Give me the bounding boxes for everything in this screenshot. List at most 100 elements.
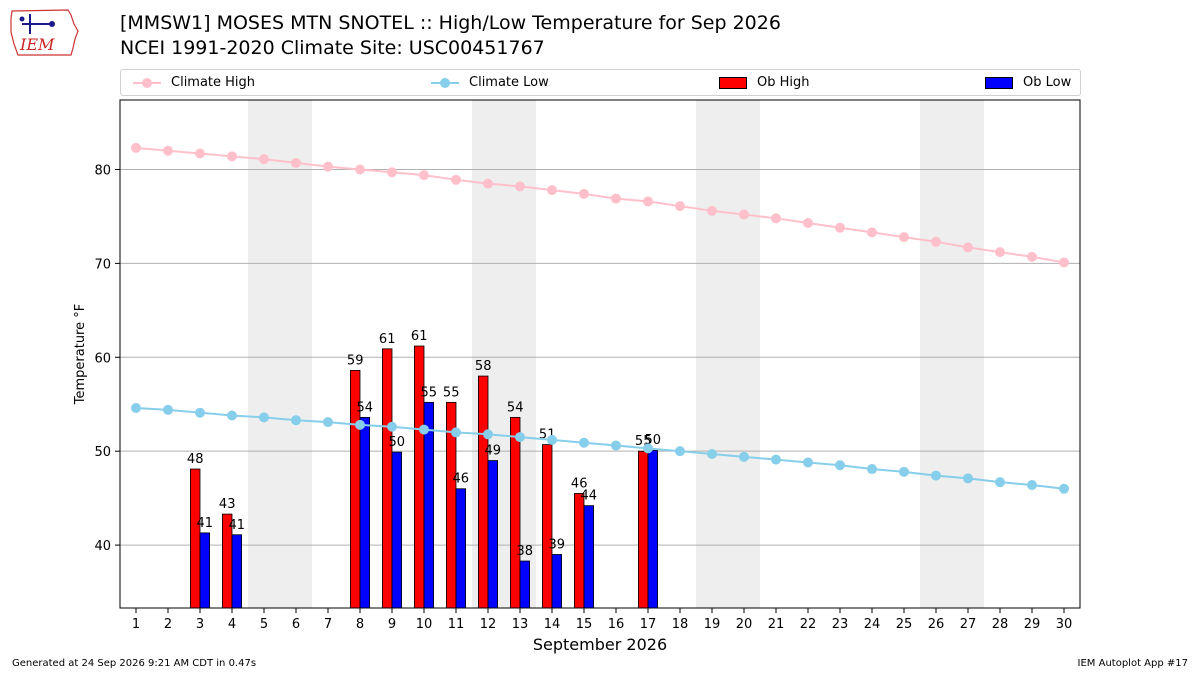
ob-low-bar [519,560,531,609]
climate-low-point [1059,483,1069,494]
climate-high-point [547,185,557,196]
ob-low-bar [199,532,211,609]
climate-low-point [163,404,173,415]
climate-low-point [291,415,301,426]
climate-low-point [675,446,685,457]
x-tick-label: 30 [1056,617,1073,632]
ob-low-bar [487,460,499,609]
chart-legend: Climate High Climate Low Ob High Ob Low [120,69,1081,96]
logo-text: IEM [19,35,55,54]
climate-high-point [131,142,141,153]
x-tick-label: 27 [960,617,977,632]
x-tick-label: 22 [800,617,817,632]
climate-low-point [835,460,845,471]
climate-low-point [707,449,717,460]
climate-high-point [1059,257,1069,268]
climate-low-point [867,464,877,475]
climate-low-point [547,434,557,445]
climate-high-point [803,218,813,229]
climate-high-point [483,178,493,189]
ob-high-label: 43 [219,497,236,512]
ob-low-bar [455,488,467,609]
climate-high-point [579,188,589,199]
ob-low-bar [359,416,371,609]
x-tick-label: 19 [704,617,721,632]
ob-low-label: 44 [581,489,598,504]
y-axis-label: Temperature °F [73,304,88,405]
climate-low-point [803,457,813,468]
climate-high-point [419,170,429,181]
ob-high-bar [509,416,521,609]
climate-high-point [707,205,717,216]
x-tick-label: 1 [132,617,140,632]
weekend-band [920,100,984,608]
ob-low-label: 46 [453,472,470,487]
climate-high-point [739,209,749,220]
climate-low-point [131,402,141,413]
ob-low-bar [647,449,659,609]
climate-low-point [611,440,621,451]
climate-high-point [931,236,941,247]
x-tick-label: 10 [416,617,433,632]
iowa-outline [10,9,79,56]
legend-label: Climate High [171,75,256,90]
climate-high-point [323,161,333,172]
climate-high-point [835,222,845,233]
ob-high-label: 46 [571,476,588,491]
legend-swatch-line-icon [133,77,161,88]
x-axis-label: September 2026 [533,635,667,654]
legend-item-climate-high: Climate High [133,70,255,95]
x-tick-label: 25 [896,617,913,632]
climate-low-point [419,424,429,435]
ob-high-label: 61 [379,332,396,347]
plot-frame [119,99,1081,609]
chart-title: [MMSW1] MOSES MTN SNOTEL :: High/Low Tem… [120,12,781,34]
climate-high-point [899,232,909,243]
climate-low-point [195,407,205,418]
ob-high-label: 59 [347,353,364,368]
ob-low-label: 50 [389,435,406,450]
x-tick-label: 5 [260,617,268,632]
x-tick-label: 17 [640,617,657,632]
x-tick-label: 15 [576,617,593,632]
ob-low-label: 41 [229,518,246,533]
climate-high-point [291,157,301,168]
x-tick-label: 3 [196,617,204,632]
ob-high-label: 48 [187,452,204,467]
climate-high-point [867,227,877,238]
weekend-band [248,100,312,608]
x-tick-label: 14 [544,617,561,632]
legend-item-ob-high: Ob High [719,70,810,95]
x-tick-label: 6 [292,617,300,632]
legend-item-ob-low: Ob Low [985,70,1071,95]
iem-logo: IEM [10,9,79,56]
x-tick-label: 20 [736,617,753,632]
ob-low-bar [551,554,563,609]
legend-swatch-line-icon [431,77,459,88]
chart-subtitle: NCEI 1991-2020 Climate Site: USC00451767 [120,37,545,59]
climate-high-point [611,193,621,204]
y-tick-label: 40 [94,539,111,554]
x-tick-label: 9 [388,617,396,632]
x-tick-label: 18 [672,617,689,632]
x-tick-label: 8 [356,617,364,632]
legend-label: Ob Low [1023,75,1072,90]
ob-low-bar [391,451,403,609]
climate-high-point [387,167,397,178]
climate-low-point [355,419,365,430]
ob-low-bar [583,505,595,609]
climate-high-point [259,154,269,165]
ob-low-label: 39 [549,537,566,552]
y-tick-label: 80 [94,163,111,178]
climate-low-point [579,437,589,448]
x-tick-label: 28 [992,617,1009,632]
climate-high-line [135,146,1065,264]
climate-high-point [963,242,973,253]
ob-high-bar [189,468,201,609]
y-tick-label: 70 [94,257,111,272]
ob-high-label: 61 [411,329,428,344]
x-tick-label: 11 [448,617,465,632]
climate-low-point [227,410,237,421]
ob-high-bar [574,493,585,609]
ob-high-label: 55 [443,385,460,400]
